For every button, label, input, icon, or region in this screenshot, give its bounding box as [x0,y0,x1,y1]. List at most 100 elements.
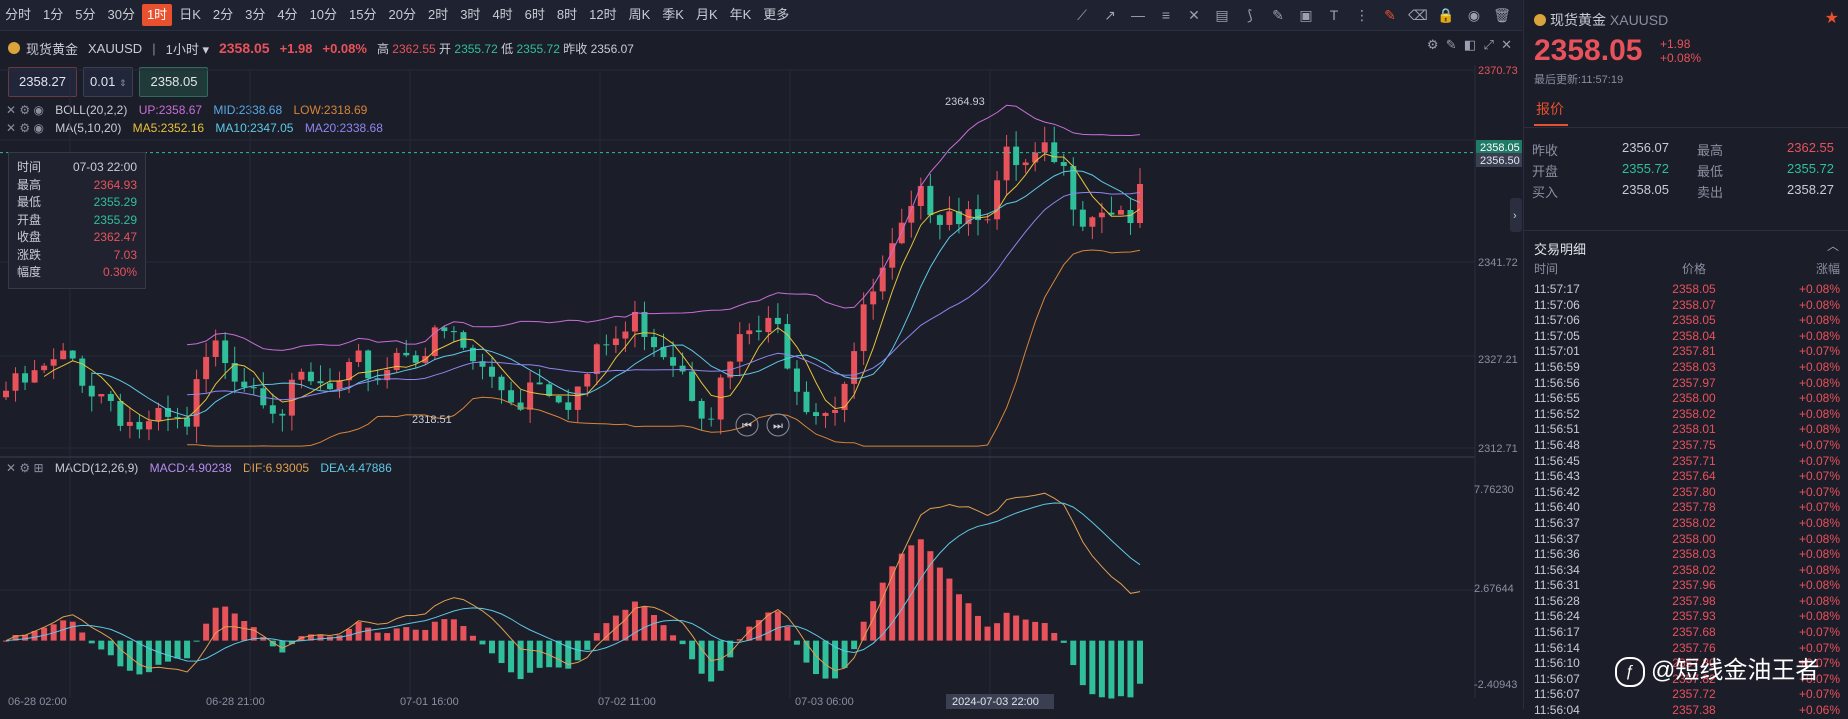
price-axis-label: 2327.21 [1478,354,1518,366]
macd-axis-label: 2.67644 [1474,583,1514,595]
tab-quote[interactable]: 报价 [1536,101,1564,117]
timeframe-6[interactable]: 2分 [212,7,234,22]
dif-line [5,492,1141,673]
timeframe-15[interactable]: 6时 [524,7,545,22]
timeframe-17[interactable]: 12时 [589,7,617,22]
timeframe-2[interactable]: 5分 [75,7,96,22]
symbol-code: XAUUSD [88,40,143,56]
period-select[interactable]: 1小时 ▾ [165,41,209,57]
candlestick-chart[interactable]: 2364.932318.512370.732358.052356.502341.… [0,0,1522,709]
macd-bar [155,640,162,665]
candle-body [536,382,543,385]
boll-legend: ✕ ⚙ ◉ BOLL(20,2,2) UP:2358.67 MID:2338.6… [6,103,368,117]
drawing-tools: ⟋ ↗ — ≡ ✕ ▤ ⟆ ✎ ▣ T ⋮ ✎ ⌫ 🔒 ◉ 🗑 [1068,0,1516,30]
eraser-icon[interactable]: ⌫ [1408,7,1428,23]
ma10-line [91,170,1141,417]
timeframe-5[interactable]: 日K [179,7,201,22]
trash-icon[interactable]: 🗑 [1493,7,1511,23]
close-icon[interactable]: ✕ [1501,37,1512,52]
quote-row: 昨收 2356.07 最高 2362.55 [1532,140,1834,158]
text-icon[interactable]: T [1329,7,1339,23]
pen-icon[interactable]: ✎ [1272,7,1284,23]
boll-lower-line [187,249,1141,447]
quantity-field[interactable]: 0.01 ⇕ [83,67,134,97]
candle-body [517,402,524,410]
gold-coin-icon [1534,14,1546,26]
macd-bar [31,630,38,641]
timeframe-7[interactable]: 3分 [245,7,266,22]
settings-icon[interactable]: ⚙ [1426,37,1439,52]
candle-body [1098,212,1105,218]
timeframe-22[interactable]: 更多 [763,7,790,22]
eye-icon[interactable]: ◉ [1467,7,1481,23]
edit-icon[interactable]: ✎ [1384,7,1396,23]
quote-grid: 昨收 2356.07 最高 2362.55 开盘 2355.72 最低 2355.72 买入 23… [1532,140,1842,203]
timeframe-9[interactable]: 10分 [309,7,338,22]
candle-body [917,185,924,207]
timeframe-10[interactable]: 15分 [349,7,377,22]
candle-tooltip: 时间 07-03 22:00 最高 2364.93 最低 2355.29 开盘 2355.29… [8,152,146,289]
timeframe-12[interactable]: 2时 [427,7,449,22]
hide-icon[interactable]: ✕ ⚙ ⊞ [6,461,44,475]
macd-bar [79,632,86,641]
sell-price-box[interactable]: 2358.27 [8,67,77,97]
favorite-star-icon[interactable]: ★ [1824,10,1839,27]
candle-body [889,243,896,268]
timeframe-16[interactable]: 8时 [556,7,578,22]
measure-icon[interactable]: ⋮ [1355,7,1369,23]
candle-body [269,405,276,414]
candle-body [117,400,124,426]
macd-bar [660,625,667,641]
candle-body [60,350,67,360]
timeframe-0[interactable]: 分时 [5,7,32,22]
ray-icon[interactable]: ↗ [1104,7,1116,23]
macd-bar [88,640,95,644]
collapse-icon[interactable]: ︿ [1826,239,1839,253]
macd-bar [355,621,362,641]
lock-icon[interactable]: 🔒 [1437,7,1455,23]
brush-icon[interactable]: ⟆ [1247,7,1253,23]
horizontal-line-icon[interactable]: — [1131,7,1145,23]
timeframe-4[interactable]: 1时 [141,4,173,26]
logo-icon: ƒ [1615,657,1645,687]
timeframe-21[interactable]: 年K [729,7,752,22]
candle-body [879,267,886,292]
timeframe-20[interactable]: 月K [695,7,718,22]
candle-body [841,383,848,410]
image-icon[interactable]: ▣ [1299,7,1313,23]
candle-body [50,359,57,366]
timeframe-11[interactable]: 20分 [388,7,416,22]
candle-body [193,379,200,427]
crosshair-icon[interactable]: ✕ [1188,7,1200,23]
candle-body [708,418,715,420]
parallel-lines-icon[interactable]: ≡ [1161,7,1171,23]
pencil-icon[interactable]: ✎ [1445,37,1457,52]
time-axis-label: 06-28 02:00 [8,696,67,708]
macd-bar [184,640,191,659]
candle-body [1051,142,1058,163]
timeframe-1[interactable]: 1分 [43,7,64,22]
stepper-icon[interactable]: ⇕ [118,78,127,88]
fibonacci-icon[interactable]: ▤ [1215,7,1229,23]
candle-body [355,350,362,363]
trend-line-icon[interactable]: ⟋ [1077,7,1087,23]
quote-bar: 现货黄金 XAUUSD | 1小时 ▾ 2358.05 +1.98 +0.08%… [0,31,1522,65]
timeframe-19[interactable]: 季K [662,7,684,22]
candle-body [346,362,353,381]
expand-icon[interactable]: ⤢ [1483,37,1494,52]
ma5-line [43,153,1141,422]
timeframe-8[interactable]: 4分 [277,7,298,22]
hide-icon[interactable]: ✕ ⚙ ◉ [6,121,44,135]
timeframe-3[interactable]: 30分 [107,7,135,22]
symbol-name[interactable]: 现货黄金 [26,41,79,57]
macd-axis-label: -2.40943 [1474,679,1517,691]
trade-row: 11:56:36 2358.03 +0.08% [1534,547,1840,562]
layout-icon[interactable]: ◧ [1463,37,1477,52]
timeframe-14[interactable]: 4时 [492,7,513,22]
buy-price-box[interactable]: 2358.05 [139,67,209,97]
macd-bar [260,637,267,641]
timeframe-13[interactable]: 3时 [460,7,481,22]
price-change: +1.98 [279,40,313,56]
hide-icon[interactable]: ✕ ⚙ ◉ [6,103,44,117]
timeframe-18[interactable]: 周K [628,7,651,22]
